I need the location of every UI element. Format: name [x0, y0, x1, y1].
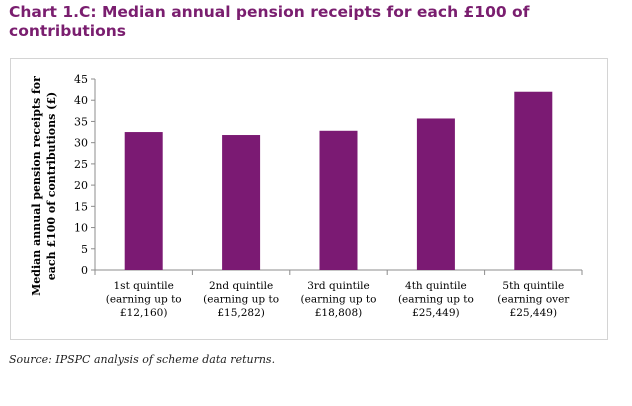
- bar: [416, 118, 455, 271]
- y-axis-title-line-2: each £100 of contributions (£): [45, 92, 58, 280]
- x-tick-label: (earning up to: [398, 294, 474, 306]
- x-tick-label: 3rd quintile: [307, 280, 370, 292]
- y-tick-label: 10: [74, 222, 88, 235]
- y-tick-label: 20: [74, 179, 88, 192]
- x-tick-label: £12,160): [120, 307, 168, 319]
- y-axis-title: Median annual pension receipts for each …: [30, 76, 58, 296]
- x-tick-label: 4th quintile: [405, 280, 467, 292]
- y-tick-label: 30: [74, 137, 88, 150]
- chart-title: Chart 1.C: Median annual pension receipt…: [9, 3, 609, 41]
- y-tick-label: 25: [74, 158, 88, 171]
- x-tick-label: (earning over: [497, 294, 570, 306]
- bar: [514, 91, 553, 270]
- chart-title-line-2: contributions: [9, 22, 126, 40]
- y-tick-label: 15: [74, 200, 88, 213]
- source-note: Source: IPSPC analysis of scheme data re…: [9, 353, 276, 366]
- x-tick-label: (earning up to: [106, 294, 182, 306]
- y-tick-label: 45: [74, 73, 88, 86]
- x-tick-label: £15,282): [217, 307, 265, 319]
- bar: [222, 135, 261, 270]
- y-tick-label: 5: [81, 243, 88, 256]
- x-tick-label: £25,449): [510, 307, 558, 319]
- x-tick-label: 5th quintile: [502, 280, 564, 292]
- x-tick-label: 2nd quintile: [209, 280, 273, 292]
- x-tick-label: £25,449): [412, 307, 460, 319]
- x-tick-label: (earning up to: [203, 294, 279, 306]
- chart-title-line-1: Chart 1.C: Median annual pension receipt…: [9, 3, 530, 21]
- y-axis-title-line-1: Median annual pension receipts for: [30, 76, 43, 296]
- y-tick-label: 35: [74, 115, 88, 128]
- bar: [319, 130, 358, 270]
- y-tick-label: 40: [74, 94, 88, 107]
- plot-area: 0 5 10 15 20 25 30 35 40 45 1st quintile (earning u…: [74, 73, 583, 319]
- x-tick-label: 1st quintile: [114, 280, 174, 292]
- bar: [124, 132, 163, 270]
- y-tick-label: 0: [81, 264, 88, 277]
- x-tick-label: £18,808): [315, 307, 363, 319]
- x-tick-label: (earning up to: [301, 294, 377, 306]
- chart-frame: [10, 58, 608, 340]
